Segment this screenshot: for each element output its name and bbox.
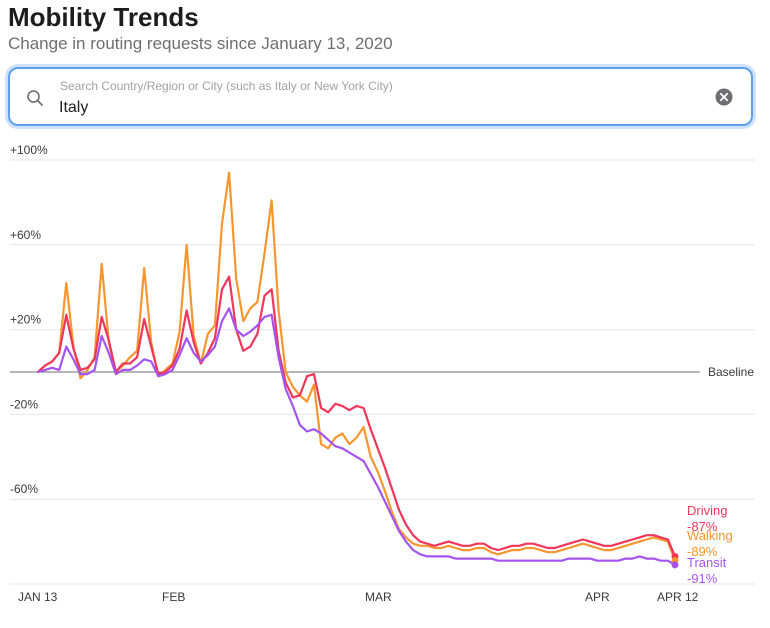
legend-label-driving: Driving [687, 503, 727, 518]
y-tick-label: +20% [10, 313, 41, 327]
mobility-chart: +100% +60% +20% -20% -60% Baseline JAN 13 FEB MA… [10, 143, 755, 604]
baseline-label: Baseline [708, 365, 754, 379]
series-line-transit [36, 307, 677, 566]
series-line-driving [36, 275, 677, 558]
search-input[interactable] [59, 97, 659, 119]
y-tick-label: -60% [10, 482, 38, 496]
y-tick-label: -20% [10, 397, 38, 411]
x-tick-label: MAR [365, 590, 392, 604]
end-dot-transit [671, 561, 679, 569]
end-value-transit: -91% [687, 571, 718, 586]
x-tick-label: APR 12 [657, 590, 699, 604]
x-tick-label: JAN 13 [18, 590, 58, 604]
legend-label-walking: Walking [687, 528, 733, 543]
search-placeholder: Search Country/Region or City (such as I… [60, 79, 393, 93]
y-tick-label: +60% [10, 228, 41, 242]
y-tick-label: +100% [10, 143, 48, 157]
x-tick-label: FEB [162, 590, 185, 604]
x-tick-label: APR [585, 590, 610, 604]
page-subtitle: Change in routing requests since January… [8, 34, 393, 53]
clear-icon[interactable] [715, 88, 733, 106]
legend-label-transit: Transit [687, 555, 727, 570]
end-value-walking: -89% [687, 544, 718, 559]
page-title: Mobility Trends [8, 2, 199, 32]
series-line-walking [36, 171, 677, 562]
search-icon [27, 90, 43, 106]
end-value-driving: -87% [687, 519, 718, 534]
search-box[interactable]: Search Country/Region or City (such as I… [8, 67, 753, 126]
